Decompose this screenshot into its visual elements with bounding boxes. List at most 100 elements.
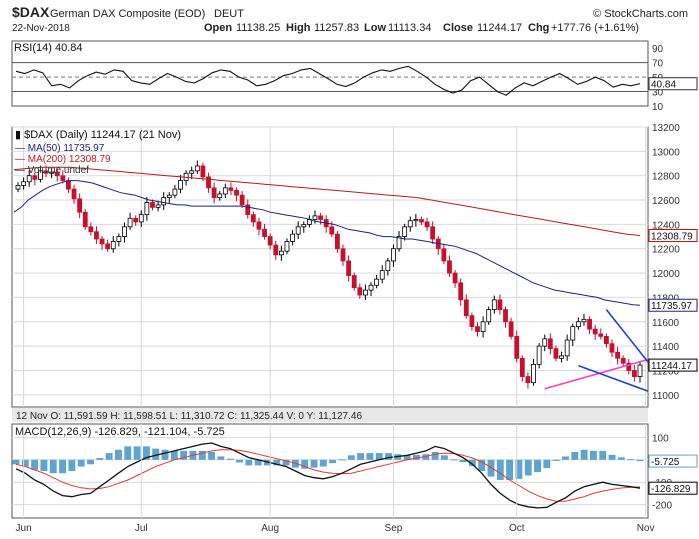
macd-histogram-bar	[21, 459, 29, 467]
macd-tick-label: -200	[652, 501, 672, 512]
candle-body	[32, 175, 38, 180]
price-panel: 1320013000128001260012400122001200011800…	[11, 123, 698, 408]
candle-body	[631, 370, 637, 377]
candle-body	[38, 170, 43, 180]
open-label: Open	[204, 22, 232, 34]
candle-body	[21, 181, 27, 186]
macd-histogram-bar	[105, 453, 113, 460]
rsi-tick-label: 30	[652, 88, 664, 99]
macd-histogram-bar	[226, 458, 234, 460]
ma200-line	[13, 166, 641, 236]
macd-histogram-bar	[627, 459, 635, 461]
candle-body	[564, 339, 570, 357]
candle-body	[379, 270, 385, 280]
price-legend-entry: — MA(50) 11735.97	[15, 143, 105, 154]
macd-histogram-bar	[385, 453, 392, 460]
chg-value: +177.76 (+1.61%)	[551, 22, 639, 34]
macd-histogram-bar	[562, 456, 569, 460]
chart-date: 22-Nov-2018	[12, 23, 70, 34]
candle-body	[222, 187, 228, 195]
macd-histogram-bar	[96, 458, 104, 460]
macd-histogram-bar	[236, 459, 243, 463]
macd-histogram-bar	[12, 459, 20, 465]
low-label: Low	[364, 22, 386, 34]
candle-body	[94, 231, 99, 240]
candle-body	[469, 315, 475, 328]
macd-histogram-bar	[450, 459, 458, 461]
price-tick-label: 11000	[652, 391, 680, 402]
candle-body	[553, 348, 559, 359]
candle-body	[335, 233, 340, 250]
macd-tick-label: 100	[652, 433, 669, 444]
close-last-value: 11244.17	[651, 361, 692, 372]
x-tick-label: Jul	[135, 523, 148, 534]
trend-line	[544, 358, 649, 390]
candle-body	[60, 175, 66, 181]
candle-body	[133, 217, 139, 223]
price-tick-label: 11600	[652, 318, 680, 329]
x-axis: Jun Jul Aug Sep Oct Nov	[16, 424, 655, 534]
candle-body	[234, 189, 239, 196]
macd-histogram-bar	[422, 454, 430, 460]
candle-body	[290, 233, 295, 242]
macd-histogram-bar	[524, 459, 532, 476]
candle-body	[413, 219, 419, 222]
candle-body	[441, 248, 447, 262]
candle-body	[189, 170, 195, 174]
macd-last-value-bg	[648, 481, 698, 495]
rsi-tick-label: 90	[652, 44, 664, 55]
candle-body	[82, 211, 88, 228]
macd-histogram-bar	[198, 450, 206, 460]
price-tick-label: 13200	[652, 123, 680, 134]
candle-body	[43, 170, 49, 174]
candle-body	[430, 226, 436, 240]
macd-hist-last-value-bg	[648, 454, 698, 468]
macd-histogram-bar	[319, 459, 327, 467]
candle-body	[329, 226, 335, 235]
candle-body	[497, 299, 503, 311]
candle-body	[295, 226, 301, 235]
candle-body	[424, 221, 430, 228]
macd-histogram-bar	[347, 455, 355, 460]
high-label: High	[286, 22, 311, 34]
candle-body	[122, 226, 127, 237]
candle-body	[491, 299, 497, 311]
macd-line	[15, 442, 641, 509]
macd-histogram-bar	[59, 459, 67, 474]
macd-histogram-bar	[273, 459, 281, 466]
candle-body	[592, 328, 598, 335]
price-legend-entry: — Volume undef	[15, 165, 89, 176]
candle-body	[391, 248, 396, 262]
candle-body	[374, 278, 380, 286]
detail-text: 12 Nov O: 11,591.59 H: 11,598.51 L: 11,3…	[16, 411, 362, 422]
candle-body	[88, 226, 94, 233]
candle-body	[570, 326, 576, 341]
chg-label: Chg	[528, 22, 549, 34]
candle-body	[615, 351, 620, 359]
macd-histogram-bar	[133, 446, 141, 460]
macd-histogram-bar	[68, 459, 76, 471]
candle-body	[620, 357, 626, 364]
candle-body	[77, 198, 83, 213]
candle-body	[525, 376, 531, 384]
high-value: 11257.83	[314, 22, 359, 34]
macd-histogram-bar	[636, 459, 644, 462]
macd-histogram-bar	[170, 450, 178, 460]
candle-body	[447, 260, 452, 274]
channel-upper-line	[605, 309, 649, 363]
macd-histogram-bar	[217, 456, 225, 460]
candle-body	[138, 214, 144, 223]
candle-body	[250, 214, 256, 223]
candle-body	[396, 236, 402, 250]
candle-body	[161, 197, 167, 206]
candle-body	[284, 241, 290, 252]
price-tick-label: 11200	[652, 366, 680, 377]
rsi-line	[15, 65, 641, 96]
macd-histogram-bar	[375, 453, 383, 460]
candle-body	[419, 219, 424, 223]
macd-histogram-bar	[589, 450, 597, 460]
macd-signal-line	[15, 449, 641, 502]
candle-body	[503, 309, 508, 323]
macd-histogram-bar	[552, 459, 560, 461]
